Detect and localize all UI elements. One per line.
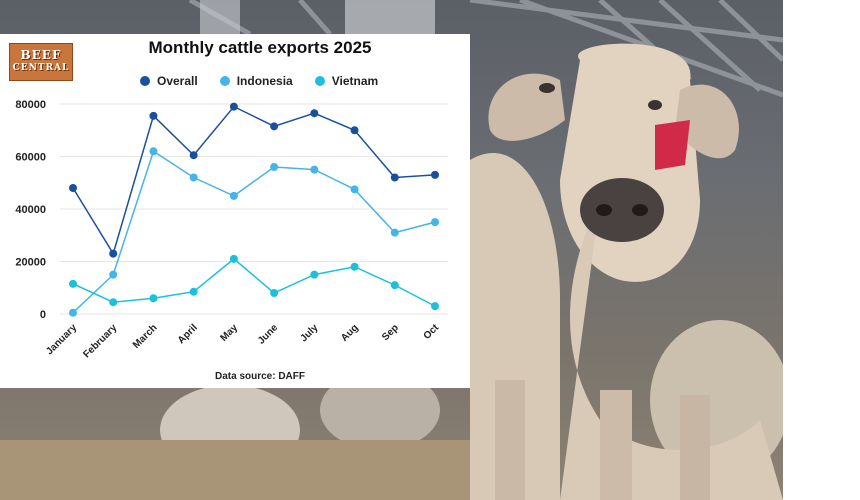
data-point-indonesia [390,228,399,237]
data-source-note: Data source: DAFF [214,371,305,382]
y-tick-label: 80000 [15,99,46,111]
x-tick-label: April [176,322,200,346]
data-point-overall [109,249,118,258]
data-point-overall [390,173,399,182]
data-point-vietnam [270,289,279,297]
data-point-vietnam [69,279,77,288]
data-point-vietnam [229,254,238,263]
data-point-overall [310,109,319,118]
chart-legend: Overall Indonesia Vietnam [140,72,378,90]
legend-label-vietnam: Vietnam [331,74,379,88]
x-tick-label: July [299,322,321,344]
data-point-indonesia [310,165,319,174]
x-tick-label: March [131,322,160,351]
logo-line1: BEEF [20,48,62,62]
data-point-indonesia [270,163,279,171]
series-line-vietnam [72,257,436,307]
legend-dot-vietnam [314,76,325,86]
data-point-indonesia [149,147,158,156]
data-point-indonesia [229,191,238,200]
y-tick-label: 0 [40,309,46,321]
y-tick-label: 40000 [15,204,46,216]
cattle-illustration [0,0,783,500]
x-tick-label: June [256,322,281,347]
legend-item-vietnam: Vietnam [314,72,379,90]
legend-dot-overall [140,76,150,86]
x-tick-label: Aug [339,322,361,344]
chart-title: Monthly cattle exports 2025 [148,38,372,57]
series-line-indonesia [72,150,436,314]
x-tick-label: Sep [380,322,401,343]
data-point-vietnam [390,281,399,290]
data-point-indonesia [350,185,359,194]
legend-item-overall: Overall [140,72,198,90]
data-point-indonesia [431,218,439,227]
x-tick-label: Oct [422,322,442,342]
data-point-vietnam [109,298,118,307]
data-point-indonesia [69,308,77,317]
legend-label-overall: Overall [157,74,198,88]
logo-line2: CENTRAL [12,63,70,73]
series-line-overall [72,105,436,256]
data-point-overall [270,122,279,131]
data-point-overall [149,111,158,120]
line-chart: 0 20000 40000 60000 80000 January February Marc… [15,99,448,360]
x-tick-label: February [81,322,119,360]
data-point-vietnam [149,294,158,303]
data-point-indonesia [109,270,118,279]
x-tick-label: May [218,322,240,344]
legend-dot-indonesia [219,76,230,86]
y-tick-label: 60000 [15,152,46,164]
data-point-overall [189,151,198,160]
legend-label-indonesia: Indonesia [236,74,293,88]
data-point-vietnam [310,270,319,279]
data-point-vietnam [350,262,359,271]
legend-item-indonesia: Indonesia [219,72,293,90]
data-point-vietnam [189,287,198,296]
data-point-overall [229,102,238,111]
data-point-overall [431,170,439,179]
data-point-overall [69,184,77,192]
x-tick-label: January [44,322,79,357]
data-point-overall [350,126,359,135]
data-point-vietnam [431,302,439,311]
data-point-indonesia [189,173,198,182]
chart-card [0,34,470,388]
y-tick-label: 20000 [15,257,46,269]
beef-central-logo: BEEF CENTRAL [9,43,73,81]
